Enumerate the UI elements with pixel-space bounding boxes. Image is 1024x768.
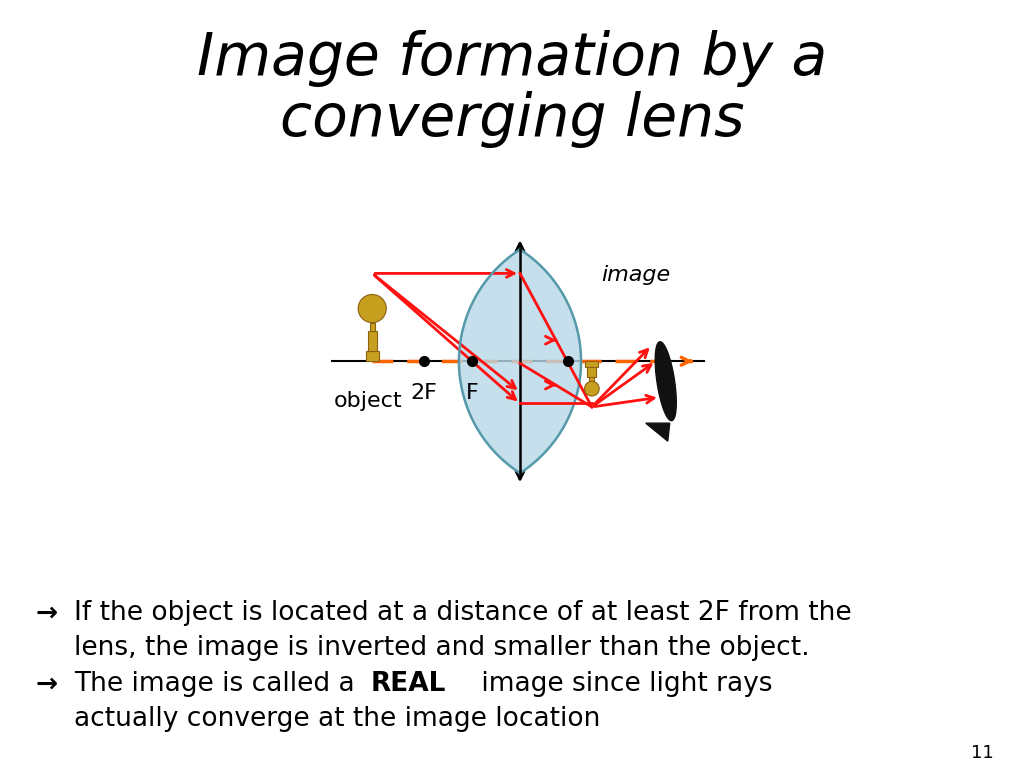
Text: Image formation by a: Image formation by a [197,30,827,87]
Text: object: object [334,391,402,411]
Text: REAL: REAL [371,671,446,697]
Text: lens, the image is inverted and smaller than the object.: lens, the image is inverted and smaller … [74,634,809,660]
Polygon shape [655,342,676,421]
Polygon shape [459,250,581,473]
Text: 11: 11 [971,743,993,762]
Text: →: → [36,671,58,697]
Circle shape [585,382,599,396]
Bar [366,351,379,361]
Text: F: F [466,383,478,403]
Text: image: image [601,266,671,286]
Text: actually converge at the image location: actually converge at the image location [74,706,600,732]
Polygon shape [646,423,670,441]
Text: image since light rays: image since light rays [473,671,772,697]
Text: converging lens: converging lens [280,91,744,148]
Text: The image is called a: The image is called a [74,671,362,697]
Text: →: → [36,601,58,626]
Bar [370,323,375,332]
Text: If the object is located at a distance of at least 2F from the: If the object is located at a distance o… [74,601,851,626]
Bar [588,367,596,377]
Circle shape [358,294,386,323]
Text: 2F: 2F [411,383,437,403]
Bar [586,361,598,367]
Bar [589,377,595,382]
Bar [368,332,377,351]
